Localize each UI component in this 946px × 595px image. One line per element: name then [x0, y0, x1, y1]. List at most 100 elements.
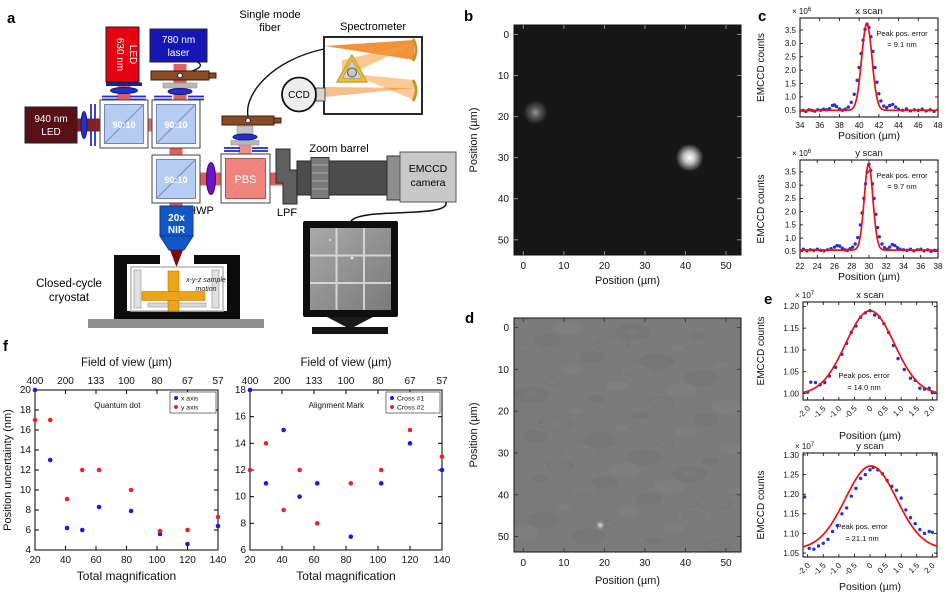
svg-text:Total magnification: Total magnification [296, 569, 395, 583]
svg-text:140: 140 [210, 555, 227, 566]
svg-text:1.0: 1.0 [891, 404, 906, 419]
svg-text:44: 44 [894, 121, 903, 130]
svg-text:-1.0: -1.0 [827, 404, 844, 421]
objective-label-2: NIR [168, 225, 186, 236]
svg-text:3.0: 3.0 [785, 39, 797, 48]
led940-label-1: 940 nm [34, 114, 67, 125]
svg-text:Position uncertainty (nm): Position uncertainty (nm) [2, 409, 14, 531]
svg-text:57: 57 [212, 376, 224, 387]
svg-text:1.25: 1.25 [783, 470, 799, 479]
led630-label-2: LED [127, 45, 138, 64]
zoom-barrel-label: Zoom barrel [309, 143, 368, 155]
svg-text:100: 100 [118, 376, 135, 387]
svg-text:26: 26 [830, 262, 839, 271]
svg-text:50: 50 [720, 261, 732, 272]
single-mode-fiber-cable [246, 48, 325, 117]
svg-text:0: 0 [865, 404, 875, 414]
lpf-label: LPF [277, 207, 297, 219]
svg-text:Alignment Mark: Alignment Mark [309, 401, 366, 410]
svg-text:200: 200 [274, 376, 291, 387]
svg-text:34: 34 [899, 262, 908, 271]
cryostat-label-2: cryostat [49, 292, 90, 304]
ccd-detector [281, 76, 317, 113]
svg-text:100: 100 [149, 555, 166, 566]
svg-text:50: 50 [720, 558, 732, 569]
svg-text:1.10: 1.10 [783, 346, 799, 355]
svg-text:x axis: x axis [181, 396, 199, 403]
svg-text:40: 40 [680, 558, 692, 569]
spectrometer: Spectrometer CCD Single mode fiber [239, 9, 423, 115]
svg-text:1.0: 1.0 [785, 234, 797, 243]
svg-text:10: 10 [558, 558, 570, 569]
svg-text:4: 4 [25, 545, 31, 556]
svg-text:67: 67 [404, 376, 416, 387]
qd-uncertainty-scatter-plot: 2040040200601338010010080120671405746810… [2, 357, 227, 583]
svg-text:0: 0 [521, 261, 527, 272]
svg-text:× 107: × 107 [795, 291, 815, 300]
svg-text:1.0: 1.0 [891, 561, 906, 576]
svg-text:40: 40 [60, 555, 72, 566]
svg-text:× 107: × 107 [795, 442, 815, 451]
svg-text:1.15: 1.15 [783, 510, 799, 519]
svg-text:1.10: 1.10 [783, 529, 799, 538]
cryostat: x-y-z sample motion Closed-cycle cryosta… [36, 255, 264, 328]
svg-text:0.5: 0.5 [785, 106, 797, 115]
alignment-mark-image-plot: 0 0 10 10 20 20 30 30 40 40 50 50 Position (µm) Posit… [468, 317, 742, 587]
svg-text:Peak pos. error: Peak pos. error [836, 522, 888, 531]
svg-text:-2.0: -2.0 [796, 561, 813, 578]
svg-text:1.00: 1.00 [783, 389, 799, 398]
panel-label-b: b [464, 8, 474, 25]
svg-text:Peak pos. error: Peak pos. error [876, 171, 928, 180]
qd-fluorescence-image-plot: 0 0 10 10 20 20 30 30 40 40 50 50 Position (µm) Posit… [468, 24, 742, 287]
bs1-label: 90:10 [112, 120, 135, 130]
svg-text:Position (µm): Position (µm) [468, 402, 480, 467]
svg-text:20: 20 [599, 558, 611, 569]
spectrometer-beam [325, 40, 414, 60]
svg-text:40: 40 [498, 194, 510, 205]
svg-text:Cross #2: Cross #2 [397, 405, 424, 412]
svg-text:Position (µm): Position (µm) [595, 575, 660, 587]
svg-text:1.5: 1.5 [785, 79, 797, 88]
svg-text:EMCCD counts: EMCCD counts [756, 471, 767, 540]
svg-text:60: 60 [90, 555, 102, 566]
svg-text:Position (µm): Position (µm) [468, 107, 480, 172]
svg-text:133: 133 [88, 376, 105, 387]
svg-text:1.20: 1.20 [783, 490, 799, 499]
objective-20x-nir: 20x NIR [159, 205, 194, 267]
svg-text:18: 18 [20, 405, 32, 416]
svg-text:60: 60 [308, 555, 320, 566]
svg-text:16: 16 [20, 425, 32, 436]
focused-beam-cone [170, 250, 183, 267]
panel-label-e: e [764, 291, 773, 308]
svg-text:24: 24 [813, 262, 822, 271]
svg-text:Peak pos. error: Peak pos. error [838, 371, 890, 380]
emccd-label-1: EMCCD [409, 163, 448, 175]
svg-text:10: 10 [498, 365, 510, 376]
svg-text:100: 100 [338, 376, 355, 387]
svg-text:40: 40 [498, 490, 510, 501]
svg-text:0.5: 0.5 [876, 404, 891, 419]
svg-text:22: 22 [796, 262, 805, 271]
svg-text:200: 200 [57, 376, 74, 387]
svg-text:Position (µm): Position (µm) [839, 430, 901, 442]
led630-label-1: 630 nm [114, 38, 125, 71]
svg-text:20: 20 [244, 555, 256, 566]
experimental-setup-diagram: 90:10 90:10 90:10 940 nm LED 630 nm LED [24, 9, 457, 334]
svg-text:3.5: 3.5 [785, 26, 797, 35]
svg-text:1.5: 1.5 [907, 404, 922, 419]
ccd-label: CCD [288, 90, 310, 101]
hwp-waveplate: HWP [188, 162, 216, 217]
svg-text:= 9.7 nm: = 9.7 nm [887, 182, 916, 191]
svg-text:Field of view (µm): Field of view (µm) [81, 357, 172, 369]
svg-text:50: 50 [498, 235, 510, 246]
svg-text:EMCCD counts: EMCCD counts [756, 175, 767, 244]
svg-text:10: 10 [498, 71, 510, 82]
sample-stage [141, 270, 206, 312]
svg-text:57: 57 [436, 376, 448, 387]
svg-text:y axis: y axis [181, 405, 199, 412]
svg-text:48: 48 [934, 121, 943, 130]
svg-text:8: 8 [240, 518, 246, 529]
svg-text:-1.5: -1.5 [812, 404, 829, 421]
svg-text:120: 120 [402, 555, 419, 566]
